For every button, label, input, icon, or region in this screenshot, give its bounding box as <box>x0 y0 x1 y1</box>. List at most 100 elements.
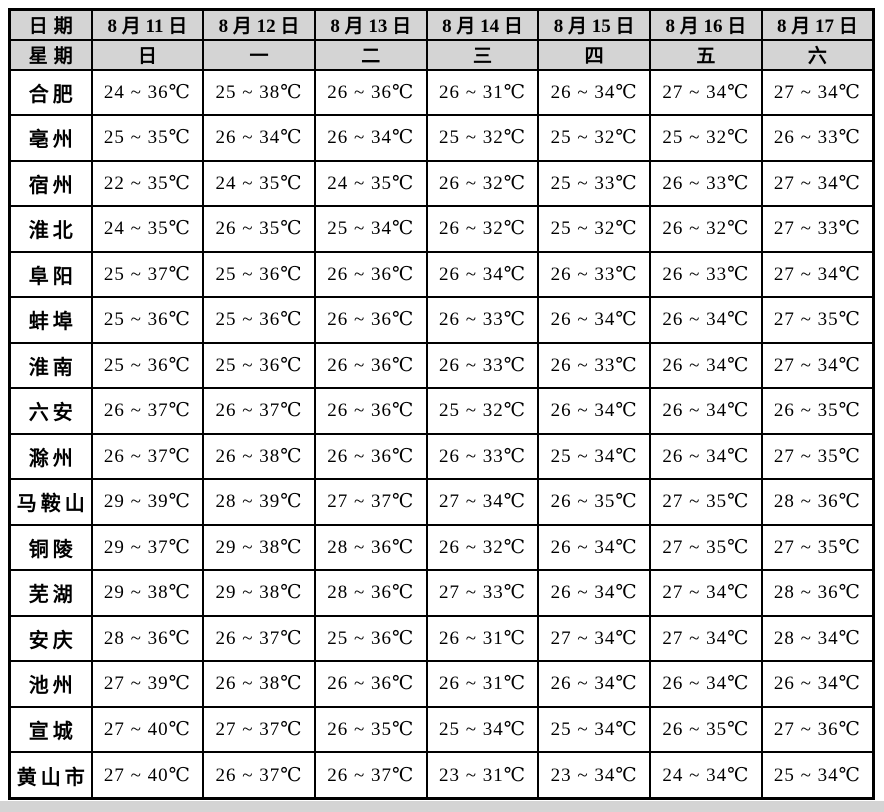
city-name-cell: 阜阳 <box>8 250 93 299</box>
temperature-cell: 26 ~ 31℃ <box>425 660 540 708</box>
temperature-cell: 25 ~ 36℃ <box>202 341 316 390</box>
city-name-cell: 淮南 <box>8 341 93 390</box>
temperature-cell: 26 ~ 33℃ <box>425 341 540 390</box>
city-name-cell: 黄山市 <box>8 751 93 800</box>
temperature-cell: 26 ~ 34℃ <box>649 660 763 708</box>
temperature-cell: 27 ~ 39℃ <box>90 660 205 708</box>
temperature-cell: 26 ~ 36℃ <box>313 387 428 435</box>
city-name-cell: 合肥 <box>8 68 93 117</box>
city-name-cell: 芜湖 <box>8 569 93 617</box>
temperature-cell: 24 ~ 35℃ <box>313 159 428 208</box>
temperature-cell: 25 ~ 33℃ <box>537 159 652 208</box>
city-row: 淮北 24 ~ 35℃ 26 ~ 35℃ 25 ~ 34℃ 26 ~ 32℃ 25 ~ 3… <box>8 205 875 253</box>
temperature-cell: 26 ~ 34℃ <box>537 660 652 708</box>
temperature-cell: 26 ~ 34℃ <box>425 250 540 299</box>
temperature-cell: 26 ~ 32℃ <box>425 205 540 253</box>
temperature-cell: 26 ~ 38℃ <box>202 432 316 481</box>
temperature-cell: 26 ~ 34℃ <box>537 523 652 572</box>
table-body: 合肥 24 ~ 36℃ 25 ~ 38℃ 26 ~ 36℃ 26 ~ 31℃ 26 ~ 3… <box>8 68 875 800</box>
temperature-cell: 28 ~ 36℃ <box>313 569 428 617</box>
temperature-cell: 26 ~ 34℃ <box>649 296 763 344</box>
date-header-cell: 8 月 16 日 <box>649 8 763 41</box>
temperature-cell: 25 ~ 34℃ <box>760 751 875 800</box>
city-row: 合肥 24 ~ 36℃ 25 ~ 38℃ 26 ~ 36℃ 26 ~ 31℃ 26 ~ 3… <box>8 68 875 117</box>
weekday-header-cell: 日 <box>90 38 205 71</box>
weekday-header-label: 星期 <box>8 38 93 71</box>
temperature-cell: 25 ~ 34℃ <box>313 205 428 253</box>
temperature-cell: 27 ~ 37℃ <box>313 478 428 526</box>
city-name-cell: 六安 <box>8 387 93 435</box>
temperature-cell: 28 ~ 36℃ <box>760 478 875 526</box>
temperature-cell: 25 ~ 32℃ <box>537 205 652 253</box>
temperature-cell: 27 ~ 34℃ <box>537 614 652 663</box>
weekday-header-cell: 六 <box>760 38 875 71</box>
temperature-cell: 26 ~ 34℃ <box>649 432 763 481</box>
city-row: 六安 26 ~ 37℃ 26 ~ 37℃ 26 ~ 36℃ 25 ~ 32℃ 26 ~ 3… <box>8 387 875 435</box>
temperature-cell: 26 ~ 37℃ <box>202 751 316 800</box>
temperature-cell: 27 ~ 35℃ <box>649 523 763 572</box>
temperature-cell: 25 ~ 37℃ <box>90 250 205 299</box>
temperature-cell: 26 ~ 36℃ <box>313 660 428 708</box>
temperature-cell: 25 ~ 32℃ <box>425 114 540 162</box>
temperature-cell: 27 ~ 40℃ <box>90 751 205 800</box>
temperature-cell: 26 ~ 33℃ <box>425 296 540 344</box>
temperature-cell: 26 ~ 34℃ <box>537 68 652 117</box>
temperature-cell: 25 ~ 34℃ <box>537 432 652 481</box>
temperature-cell: 26 ~ 34℃ <box>537 387 652 435</box>
temperature-cell: 28 ~ 34℃ <box>760 614 875 663</box>
temperature-cell: 25 ~ 35℃ <box>90 114 205 162</box>
temperature-cell: 27 ~ 37℃ <box>202 705 316 754</box>
temperature-cell: 26 ~ 32℃ <box>425 159 540 208</box>
temperature-cell: 26 ~ 35℃ <box>760 387 875 435</box>
city-name-cell: 宿州 <box>8 159 93 208</box>
city-name-cell: 铜陵 <box>8 523 93 572</box>
city-row: 亳州 25 ~ 35℃ 26 ~ 34℃ 26 ~ 34℃ 25 ~ 32℃ 25 ~ 3… <box>8 114 875 162</box>
city-name-cell: 淮北 <box>8 205 93 253</box>
city-row: 滁州 26 ~ 37℃ 26 ~ 38℃ 26 ~ 36℃ 26 ~ 33℃ 25 ~ 3… <box>8 432 875 481</box>
temperature-cell: 26 ~ 34℃ <box>537 296 652 344</box>
temperature-cell: 26 ~ 35℃ <box>649 705 763 754</box>
temperature-cell: 22 ~ 35℃ <box>90 159 205 208</box>
city-name-cell: 安庆 <box>8 614 93 663</box>
temperature-cell: 27 ~ 34℃ <box>649 614 763 663</box>
cropped-next-row-strip <box>0 801 884 812</box>
city-row: 蚌埠 25 ~ 36℃ 25 ~ 36℃ 26 ~ 36℃ 26 ~ 33℃ 26 ~ 3… <box>8 296 875 344</box>
temperature-cell: 25 ~ 38℃ <box>202 68 316 117</box>
temperature-cell: 25 ~ 34℃ <box>537 705 652 754</box>
temperature-cell: 26 ~ 37℃ <box>90 387 205 435</box>
temperature-cell: 26 ~ 34℃ <box>537 569 652 617</box>
temperature-cell: 26 ~ 33℃ <box>760 114 875 162</box>
temperature-cell: 29 ~ 37℃ <box>90 523 205 572</box>
temperature-cell: 27 ~ 33℃ <box>425 569 540 617</box>
city-row: 芜湖 29 ~ 38℃ 29 ~ 38℃ 28 ~ 36℃ 27 ~ 33℃ 26 ~ 3… <box>8 569 875 617</box>
temperature-cell: 27 ~ 35℃ <box>760 523 875 572</box>
temperature-cell: 27 ~ 33℃ <box>760 205 875 253</box>
temperature-cell: 29 ~ 38℃ <box>202 569 316 617</box>
temperature-cell: 26 ~ 35℃ <box>313 705 428 754</box>
date-header-cell: 8 月 13 日 <box>313 8 428 41</box>
temperature-cell: 28 ~ 36℃ <box>760 569 875 617</box>
temperature-cell: 26 ~ 36℃ <box>313 68 428 117</box>
date-header-cell: 8 月 15 日 <box>537 8 652 41</box>
temperature-cell: 27 ~ 35℃ <box>760 296 875 344</box>
temperature-cell: 23 ~ 31℃ <box>425 751 540 800</box>
date-header-cell: 8 月 14 日 <box>425 8 540 41</box>
temperature-cell: 27 ~ 34℃ <box>649 68 763 117</box>
temperature-cell: 25 ~ 32℃ <box>537 114 652 162</box>
city-row: 池州 27 ~ 39℃ 26 ~ 38℃ 26 ~ 36℃ 26 ~ 31℃ 26 ~ 3… <box>8 660 875 708</box>
temperature-cell: 27 ~ 35℃ <box>760 432 875 481</box>
city-row: 阜阳 25 ~ 37℃ 25 ~ 36℃ 26 ~ 36℃ 26 ~ 34℃ 26 ~ 3… <box>8 250 875 299</box>
temperature-cell: 28 ~ 36℃ <box>90 614 205 663</box>
temperature-cell: 26 ~ 34℃ <box>313 114 428 162</box>
temperature-cell: 26 ~ 37℃ <box>202 614 316 663</box>
temperature-cell: 25 ~ 36℃ <box>313 614 428 663</box>
temperature-cell: 24 ~ 35℃ <box>90 205 205 253</box>
weekday-header-cell: 一 <box>202 38 316 71</box>
city-row: 安庆 28 ~ 36℃ 26 ~ 37℃ 25 ~ 36℃ 26 ~ 31℃ 27 ~ 3… <box>8 614 875 663</box>
temperature-cell: 26 ~ 33℃ <box>649 250 763 299</box>
temperature-cell: 27 ~ 34℃ <box>760 68 875 117</box>
